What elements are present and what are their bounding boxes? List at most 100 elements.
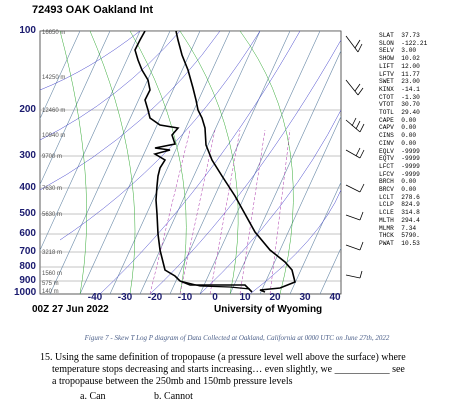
index-value: 294.4 bbox=[397, 216, 420, 224]
index-key: LIFT bbox=[379, 62, 398, 70]
index-value: 11.77 bbox=[397, 70, 420, 78]
index-value: 0.00 bbox=[397, 186, 417, 194]
height-label: 16650 m bbox=[42, 30, 65, 36]
index-value: 0.00 bbox=[397, 124, 417, 132]
index-key: BRCH bbox=[379, 178, 398, 186]
index-row-cape: CAPE 0.00 bbox=[379, 117, 427, 125]
temperature-label: -30 bbox=[117, 292, 133, 303]
pressure-label: 200 bbox=[19, 104, 36, 115]
index-value: 5790. bbox=[397, 232, 420, 240]
pressure-label: 700 bbox=[19, 246, 36, 257]
pressure-label: 100 bbox=[19, 25, 36, 36]
answer-option-a[interactable]: a. Can bbox=[80, 391, 106, 402]
height-label: 12460 m bbox=[42, 108, 65, 114]
index-value: 10.02 bbox=[397, 55, 420, 63]
skewt-figure: 72493 OAK Oakland Int bbox=[14, 4, 427, 315]
index-value: -1.30 bbox=[397, 93, 420, 101]
index-key: EQLV bbox=[379, 147, 398, 155]
index-row-thck: THCK 5790. bbox=[379, 232, 427, 240]
index-row-mlth: MLTH 294.4 bbox=[379, 217, 427, 225]
question-text: 15. Using the same definition of tropopa… bbox=[40, 352, 460, 388]
index-key: MLTH bbox=[379, 216, 398, 224]
index-key: SLAT bbox=[379, 32, 398, 39]
index-key: LFCT bbox=[379, 162, 398, 170]
index-key: LCLE bbox=[379, 209, 398, 217]
index-row-ctot: CTOT -1.30 bbox=[379, 94, 427, 102]
dewpoint-trace bbox=[134, 31, 253, 293]
answer-options: a. Can b. Cannot bbox=[80, 391, 193, 402]
index-value: 824.9 bbox=[397, 201, 420, 209]
surface-trace bbox=[179, 280, 251, 290]
index-row-show: SHOW 10.02 bbox=[379, 55, 427, 63]
index-row-lfct: LFCT -9999 bbox=[379, 163, 427, 171]
wind-barbs bbox=[345, 35, 365, 279]
index-row-lclp: LCLP 824.9 bbox=[379, 201, 427, 209]
index-key: LFCV bbox=[379, 170, 398, 178]
pressure-label: 1000 bbox=[14, 287, 37, 298]
height-label: 140 m bbox=[42, 289, 59, 295]
pressure-label: 300 bbox=[19, 150, 36, 161]
index-row-lclt: LCLT 278.6 bbox=[379, 194, 427, 202]
index-key: TOTL bbox=[379, 109, 398, 117]
moist-adiabat-lines bbox=[59, 31, 294, 294]
temperature-label: 30 bbox=[299, 292, 311, 303]
index-key: KINX bbox=[379, 85, 398, 93]
index-key: LFTV bbox=[379, 70, 398, 78]
question-line: 15. Using the same definition of tropopa… bbox=[40, 352, 406, 363]
index-key: CAPV bbox=[379, 124, 398, 132]
index-value: 278.6 bbox=[397, 193, 420, 201]
index-key: EQTV bbox=[379, 155, 398, 163]
index-key: CINS bbox=[379, 132, 398, 140]
index-row-lift: LIFT 12.00 bbox=[379, 63, 427, 71]
index-value: 30.70 bbox=[397, 101, 420, 109]
index-value: 0.00 bbox=[397, 132, 417, 140]
question-line: temperature stops decreasing and starts … bbox=[52, 364, 405, 375]
temperature-trace bbox=[175, 31, 296, 293]
height-label: 575 m bbox=[42, 281, 59, 287]
temperature-label: 20 bbox=[269, 292, 281, 303]
index-value: -9999 bbox=[397, 162, 420, 170]
index-key: SHOW bbox=[379, 55, 398, 63]
temperature-label: 0 bbox=[212, 292, 218, 303]
index-row-lcle: LCLE 314.8 bbox=[379, 209, 427, 217]
index-value: 0.00 bbox=[397, 116, 417, 124]
index-row-brcv: BRCV 0.00 bbox=[379, 186, 427, 194]
height-label: 3218 m bbox=[42, 250, 62, 256]
sounding-date: 00Z 27 Jun 2022 bbox=[32, 304, 109, 315]
isobar-lines bbox=[40, 31, 341, 282]
index-row-totl: TOTL 29.40 bbox=[379, 109, 427, 117]
mixing-ratio-lines bbox=[149, 129, 291, 294]
index-row-lftv: LFTV 11.77 bbox=[379, 71, 427, 79]
index-key: SWET bbox=[379, 78, 398, 86]
index-row-cins: CINS 0.00 bbox=[379, 132, 427, 140]
index-key: MLMR bbox=[379, 224, 398, 232]
index-row-eqlv: EQLV -9999 bbox=[379, 148, 427, 156]
temperature-label: -40 bbox=[87, 292, 103, 303]
index-key: VTOT bbox=[379, 101, 398, 109]
index-key: CTOT bbox=[379, 93, 398, 101]
height-label: 7630 m bbox=[42, 186, 62, 192]
pressure-label: 800 bbox=[19, 261, 36, 272]
index-row-capv: CAPV 0.00 bbox=[379, 124, 427, 132]
index-row-pwat: PWAT 10.53 bbox=[379, 240, 427, 248]
height-label: 9700 m bbox=[42, 154, 62, 160]
index-row-selv: SELV 3.00 bbox=[379, 47, 427, 55]
height-label: 14250 m bbox=[42, 75, 65, 81]
index-key: SELV bbox=[379, 47, 398, 55]
index-row-slon: SLON -122.21 bbox=[379, 40, 427, 48]
stability-indices-panel: SLAT 37.73 SLON -122.21 SELV 3.00 SHOW 10.0… bbox=[379, 32, 427, 248]
pressure-label: 500 bbox=[19, 208, 36, 219]
index-row-eqtv: EQTV -9999 bbox=[379, 155, 427, 163]
index-value: -122.21 bbox=[397, 39, 428, 47]
index-value: 37.73 bbox=[397, 32, 420, 39]
index-key: THCK bbox=[379, 232, 398, 240]
index-value: 7.34 bbox=[397, 224, 417, 232]
index-row-swet: SWET 23.00 bbox=[379, 78, 427, 86]
index-value: 0.00 bbox=[397, 139, 417, 147]
answer-option-b[interactable]: b. Cannot bbox=[154, 391, 193, 402]
index-value: 12.00 bbox=[397, 62, 420, 70]
figure-caption: Figure 7 - Skew T Log P diagram of Data … bbox=[84, 334, 390, 342]
index-row-mlmr: MLMR 7.34 bbox=[379, 225, 427, 233]
index-key: CAPE bbox=[379, 116, 398, 124]
index-row-brch: BRCH 0.00 bbox=[379, 178, 427, 186]
